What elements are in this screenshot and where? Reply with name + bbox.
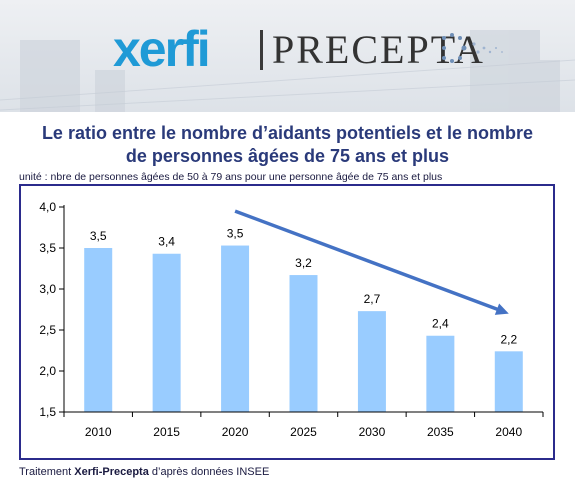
chart-title-line2: de personnes âgées de 75 ans et plus (125, 146, 450, 166)
x-tick-label: 2010 (85, 425, 112, 439)
x-tick-label: 2040 (495, 425, 522, 439)
bar-2010 (84, 248, 113, 412)
bar-2020 (221, 245, 250, 412)
trend-arrow-line (234, 209, 499, 312)
source-bold: Xerfi-Precepta (74, 466, 149, 478)
bar-2025 (289, 275, 318, 412)
data-label: 2,7 (364, 292, 381, 306)
y-tick-label: 1,5 (39, 405, 56, 419)
header-banner: xerfi PRECEPTA (0, 0, 575, 112)
data-label: 2,2 (500, 332, 517, 346)
logo-separator (260, 30, 263, 70)
logo-dots-icon (442, 33, 503, 63)
bar-2015 (152, 253, 181, 412)
source-prefix: Traitement (19, 466, 75, 478)
x-tick-label: 2025 (290, 425, 317, 439)
bar-2030 (357, 311, 386, 412)
y-tick-label: 2,0 (39, 364, 56, 378)
bar-2035 (426, 335, 455, 412)
trend-arrow-head (494, 303, 509, 315)
banner-decoration (0, 30, 575, 112)
y-tick-label: 4,0 (39, 200, 56, 214)
x-tick-label: 2015 (153, 425, 180, 439)
source-suffix: d’après données INSEE (148, 466, 270, 478)
x-tick-label: 2020 (222, 425, 249, 439)
x-tick-label: 2035 (427, 425, 454, 439)
bar-chart: 1,5 2,0 2,5 3,0 3,5 4,0 2010 2015 2020 2025 2030 20… (39, 200, 544, 439)
chart-unit-note: unité : nbre de personnes âgées de 50 à … (19, 171, 443, 183)
data-label: 3,2 (295, 256, 312, 270)
bar-2040 (494, 351, 523, 412)
chart-title-line1: Le ratio entre le nombre d’aidants poten… (41, 123, 534, 143)
data-label: 3,4 (158, 235, 175, 249)
data-label: 2,4 (432, 317, 449, 331)
y-tick-label: 3,5 (39, 241, 56, 255)
xerfi-logo: xerfi (113, 21, 211, 77)
chart-frame: 1,5 2,0 2,5 3,0 3,5 4,0 2010 2015 2020 2025 2030 20… (19, 184, 555, 460)
data-label: 3,5 (227, 227, 244, 241)
y-tick-label: 2,5 (39, 323, 56, 337)
x-tick-label: 2030 (359, 425, 386, 439)
data-label: 3,5 (90, 229, 107, 243)
source-note: Traitement Xerfi-Precepta d’après donnée… (19, 466, 269, 478)
chart-title: Le ratio entre le nombre d’aidants poten… (0, 122, 575, 168)
precepta-logo: PRECEPTA (272, 27, 485, 72)
y-tick-label: 3,0 (39, 282, 56, 296)
